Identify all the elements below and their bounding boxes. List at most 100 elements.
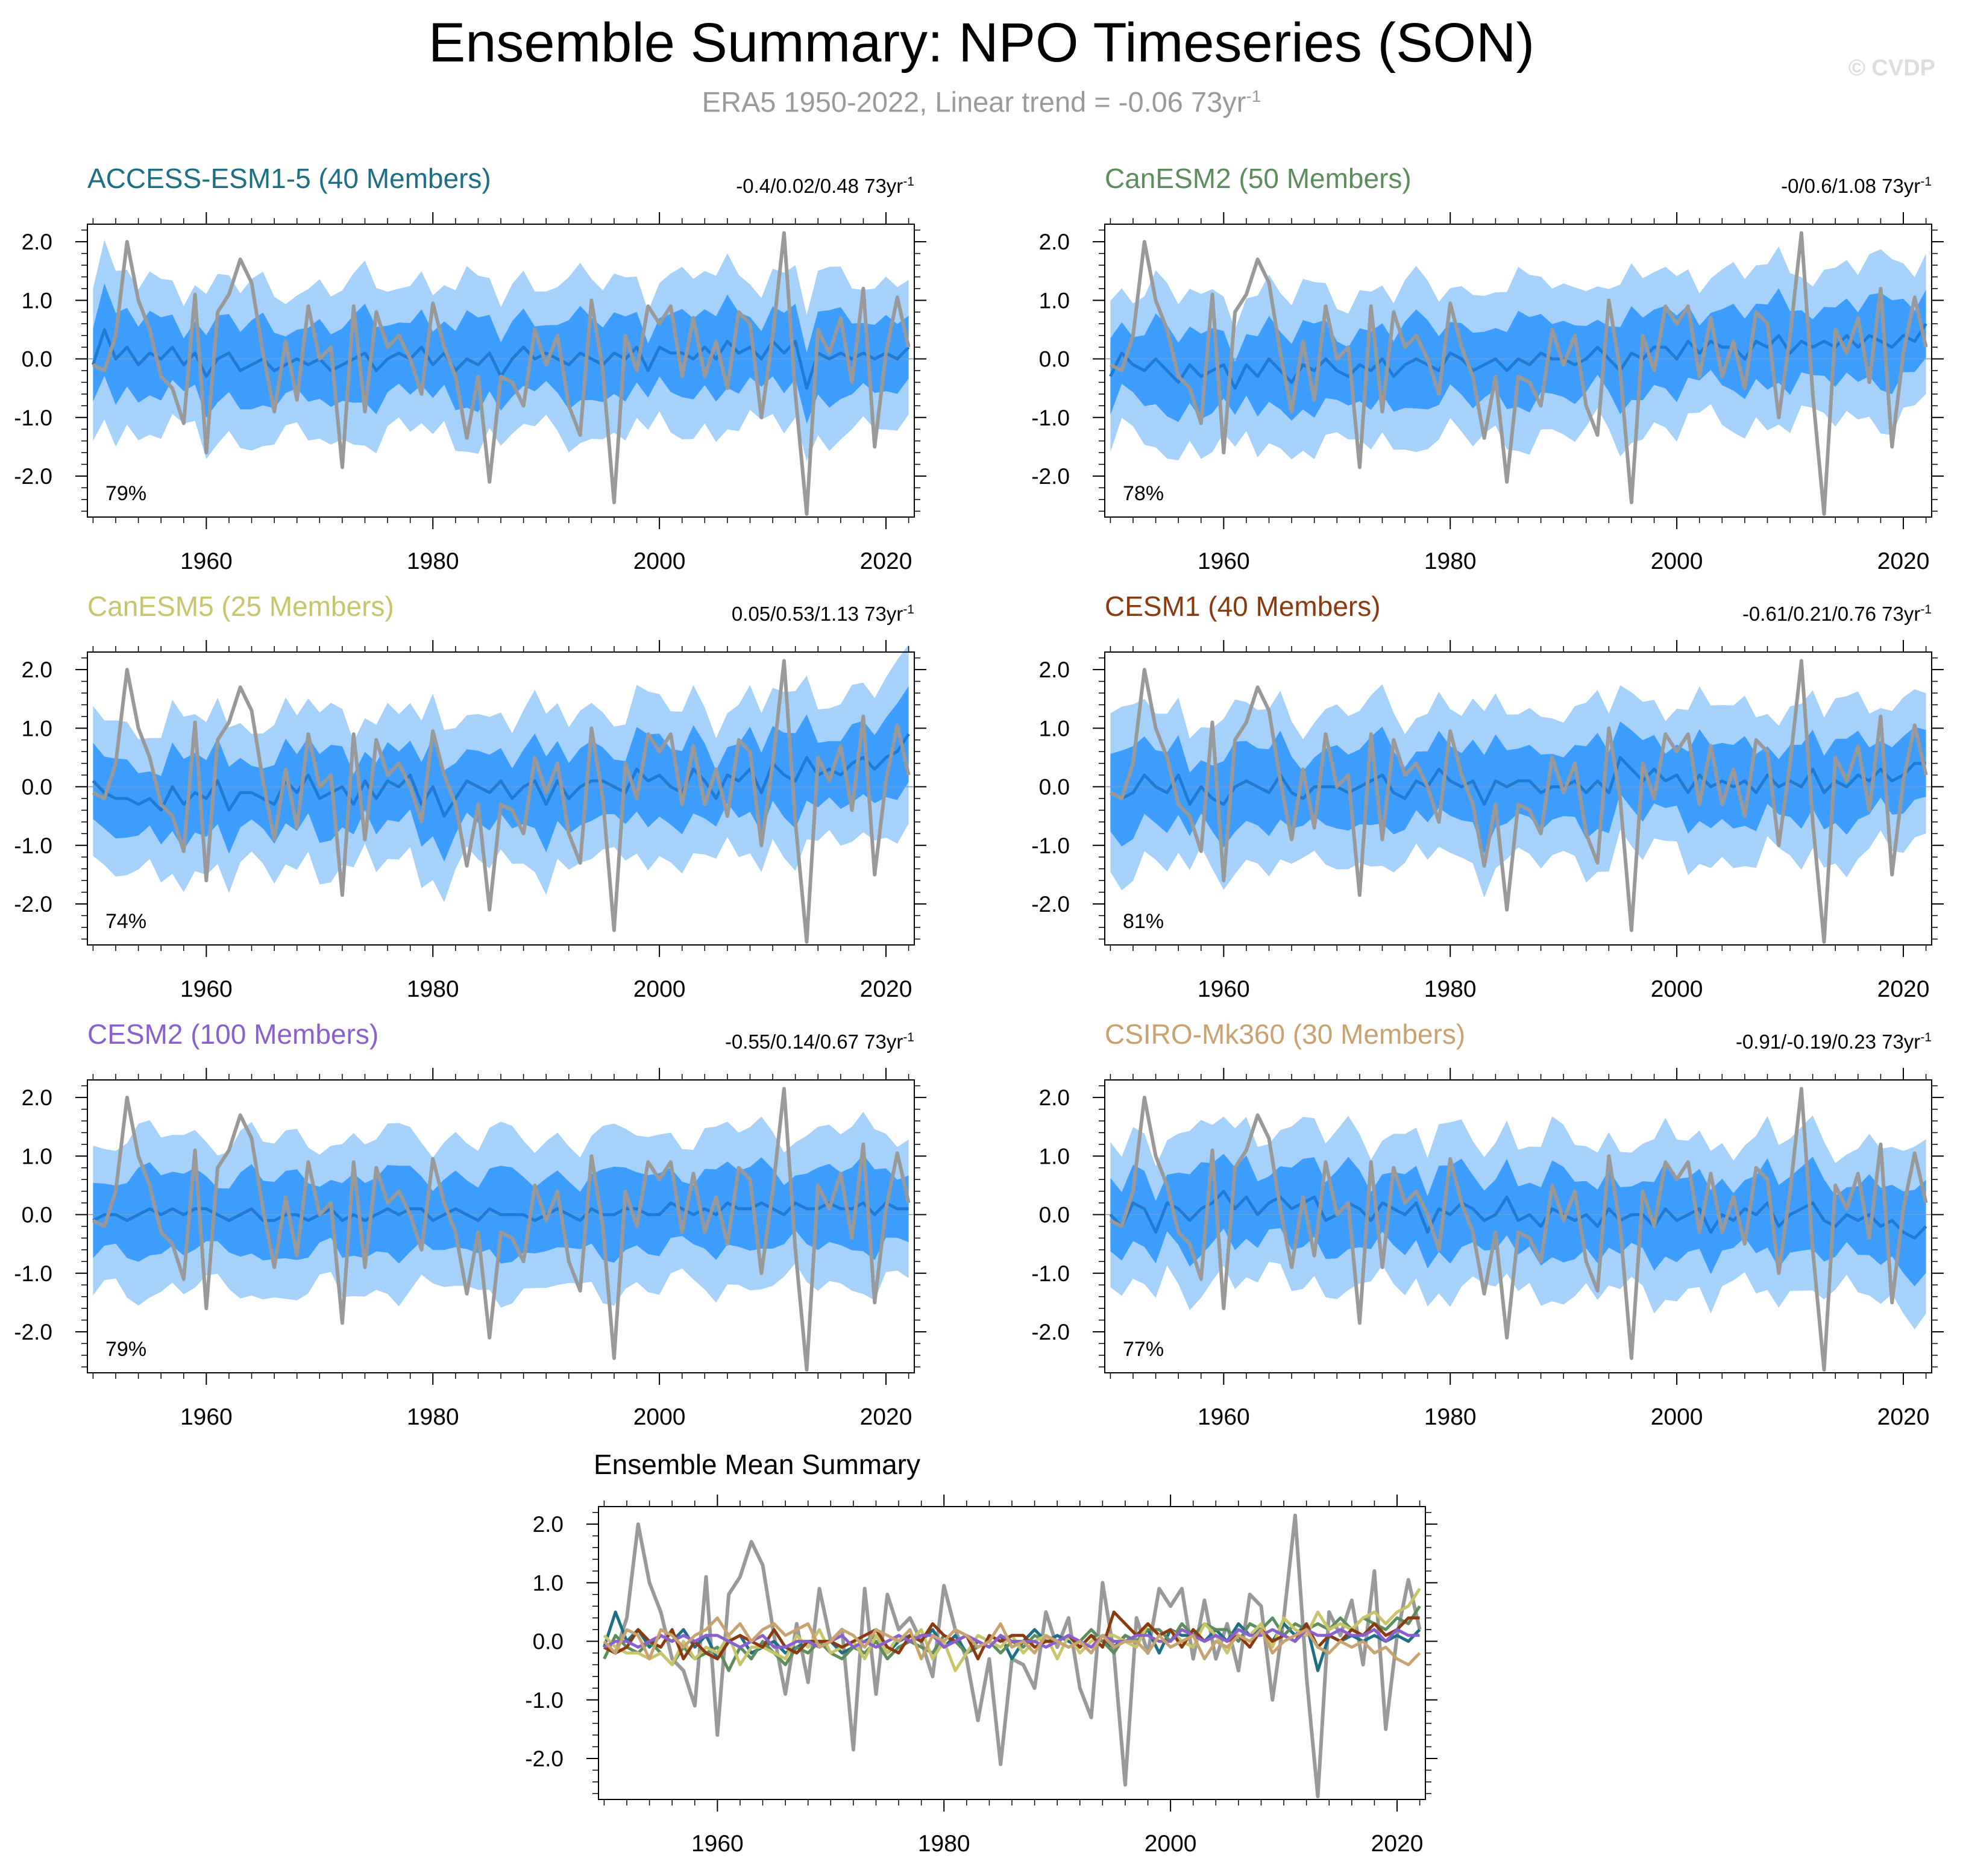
panel-6-x-tick-label: 1980 (1424, 1404, 1477, 1430)
panel-1-observed-line (92, 231, 911, 516)
panel-2-x-tick-label: 1960 (1198, 548, 1250, 574)
panel-5-y-tick-label: 2.0 (22, 1085, 52, 1110)
model-panel-5: 2.0 1.0 0.0 -1.0 -2.0 1960 1980 2000 2020 CESM2 (… (14, 1018, 926, 1430)
panel-5-x-tick-label: 1980 (407, 1404, 459, 1430)
panel-3-y-tick-label: 2.0 (22, 657, 52, 682)
panel-1-y-tick-label: -2.0 (14, 464, 52, 489)
panel-6-y-tick-label: -1.0 (1031, 1261, 1070, 1286)
panel-2-observed-line (1110, 231, 1928, 516)
panel-5-x-tick-label: 1960 (180, 1404, 233, 1430)
panel-1-x-tick-label: 2000 (633, 548, 686, 574)
panel-6-x-tick-label: 2020 (1877, 1404, 1930, 1430)
model-panel-2: 2.0 1.0 0.0 -1.0 -2.0 1960 1980 2000 2020 CanESM2… (1031, 163, 1944, 574)
panel-6-y-tick-label: 0.0 (1039, 1203, 1070, 1228)
panel-6-trend-label: -0.91/-0.19/0.23 73yr-1 (1736, 1031, 1932, 1053)
panel-3-x-tick-label: 1980 (407, 976, 459, 1002)
panel-2-x-tick-label: 1980 (1424, 548, 1477, 574)
panel-2-y-tick-label: -1.0 (1031, 406, 1070, 430)
page-title: Ensemble Summary: NPO Timeseries (SON) (428, 12, 1535, 74)
panel-5-y-tick-label: -2.0 (14, 1320, 52, 1344)
panel-1-trend-label: -0.4/0.02/0.48 73yr-1 (736, 175, 914, 197)
panel-6-percent-label: 77% (1123, 1338, 1164, 1361)
subtitle-superscript: -1 (1246, 87, 1261, 105)
panel-1-x-tick-label: 2020 (860, 548, 912, 574)
panel-4-model-title: CESM1 (40 Members) (1105, 591, 1381, 622)
panel-5-trend-superscript: -1 (903, 1031, 914, 1044)
panel-5-y-tick-label: 1.0 (22, 1144, 52, 1169)
panel-5-percent-label: 79% (105, 1338, 146, 1361)
panel-4-ensemble-mean-line (1110, 756, 1926, 806)
panel-3-y-tick-label: 0.0 (22, 775, 52, 800)
panel-2-model-title: CanESM2 (50 Members) (1105, 163, 1412, 194)
panel-2-percent-label: 78% (1123, 482, 1164, 505)
panel-1-y-tick-label: 2.0 (22, 230, 52, 254)
panel-6-trend-text: -0.91/-0.19/0.23 73yr (1736, 1031, 1920, 1053)
panel-2-y-tick-label: 1.0 (1039, 288, 1070, 313)
panel-6-y-tick-label: -2.0 (1031, 1320, 1070, 1344)
summary-title: Ensemble Mean Summary (594, 1449, 920, 1480)
panel-5-y-tick-label: -1.0 (14, 1261, 52, 1286)
panel-1-y-tick-label: 1.0 (22, 288, 52, 313)
panel-1-x-tick-label: 1980 (407, 548, 459, 574)
panel-2-trend-superscript: -1 (1920, 175, 1932, 189)
panel-4-trend-superscript: -1 (1920, 603, 1932, 616)
panel-3-observed-line (92, 659, 911, 944)
panel-3-trend-label: 0.05/0.53/1.13 73yr-1 (732, 603, 914, 625)
panel-3-x-tick-label: 2000 (633, 976, 686, 1002)
summary-y-tick-label: 1.0 (533, 1570, 564, 1595)
summary-series-line-6 (603, 1616, 1421, 1666)
panel-4-y-tick-label: -2.0 (1031, 892, 1070, 917)
panel-2-trend-text: -0/0.6/1.08 73yr (1781, 175, 1920, 197)
subtitle-text: ERA5 1950-2022, Linear trend = -0.06 73y… (702, 86, 1246, 118)
panel-4-y-tick-label: 1.0 (1039, 716, 1070, 741)
panel-4-percent-label: 81% (1123, 910, 1164, 933)
panel-1-inner-spread-band (93, 283, 909, 424)
panel-3-y-tick-label: 1.0 (22, 716, 52, 741)
panel-4-trend-text: -0.61/0.21/0.76 73yr (1742, 603, 1920, 625)
panel-3-percent-label: 74% (105, 910, 146, 933)
panel-2-trend-label: -0/0.6/1.08 73yr-1 (1781, 175, 1932, 197)
panel-1-trend-superscript: -1 (903, 175, 914, 189)
panel-1-x-tick-label: 1960 (180, 548, 233, 574)
panel-4-x-tick-label: 2000 (1651, 976, 1703, 1002)
panel-4-observed-line (1110, 659, 1928, 944)
panel-5-ensemble-mean-line (92, 1201, 909, 1222)
panel-4-y-tick-label: -1.0 (1031, 833, 1070, 858)
panel-6-ensemble-mean-line (1109, 1190, 1927, 1240)
panel-6-observed-line (1110, 1087, 1928, 1372)
panel-1-percent-label: 79% (105, 482, 146, 505)
page-subtitle: ERA5 1950-2022, Linear trend = -0.06 73y… (0, 78, 1963, 121)
panel-3-x-tick-label: 1960 (180, 976, 233, 1002)
panel-5-x-tick-label: 2020 (860, 1404, 912, 1430)
panel-6-model-title: CSIRO-Mk360 (30 Members) (1105, 1018, 1465, 1050)
panel-4-x-tick-label: 1960 (1198, 976, 1250, 1002)
panel-5-model-title: CESM2 (100 Members) (87, 1018, 378, 1050)
panel-3-y-tick-label: -2.0 (14, 892, 52, 917)
panel-2-y-tick-label: 0.0 (1039, 347, 1070, 372)
model-panel-4: 2.0 1.0 0.0 -1.0 -2.0 1960 1980 2000 2020 CESM1 (… (1031, 591, 1944, 1002)
summary-series-line-5 (603, 1628, 1420, 1649)
panel-3-y-tick-label: -1.0 (14, 833, 52, 858)
model-panel-3: 2.0 1.0 0.0 -1.0 -2.0 1960 1980 2000 2020 CanESM5… (14, 591, 926, 1002)
panel-5-observed-line (92, 1087, 911, 1372)
panel-5-x-tick-label: 2000 (633, 1404, 686, 1430)
panel-4-x-tick-label: 1980 (1424, 976, 1477, 1002)
panel-5-inner-spread-band (93, 1155, 909, 1264)
panel-3-model-title: CanESM5 (25 Members) (87, 591, 394, 622)
panel-4-x-tick-label: 2020 (1877, 976, 1930, 1002)
summary-y-tick-label: -2.0 (525, 1746, 564, 1771)
panel-6-y-tick-label: 2.0 (1039, 1085, 1070, 1110)
summary-x-tick-label: 2020 (1371, 1831, 1424, 1857)
summary-y-tick-label: -1.0 (525, 1688, 564, 1713)
panel-4-inner-spread-band (1110, 721, 1926, 854)
panel-6-trend-superscript: -1 (1920, 1031, 1932, 1044)
panel-3-trend-text: 0.05/0.53/1.13 73yr (732, 603, 903, 625)
panel-1-trend-text: -0.4/0.02/0.48 73yr (736, 175, 903, 197)
summary-y-tick-label: 2.0 (533, 1512, 564, 1537)
panel-5-trend-text: -0.55/0.14/0.67 73yr (725, 1031, 903, 1053)
panel-2-ensemble-mean-line (1109, 322, 1927, 390)
panel-1-y-tick-label: 0.0 (22, 347, 52, 372)
panel-1-model-title: ACCESS-ESM1-5 (40 Members) (87, 163, 491, 194)
panel-2-x-tick-label: 2000 (1651, 548, 1703, 574)
